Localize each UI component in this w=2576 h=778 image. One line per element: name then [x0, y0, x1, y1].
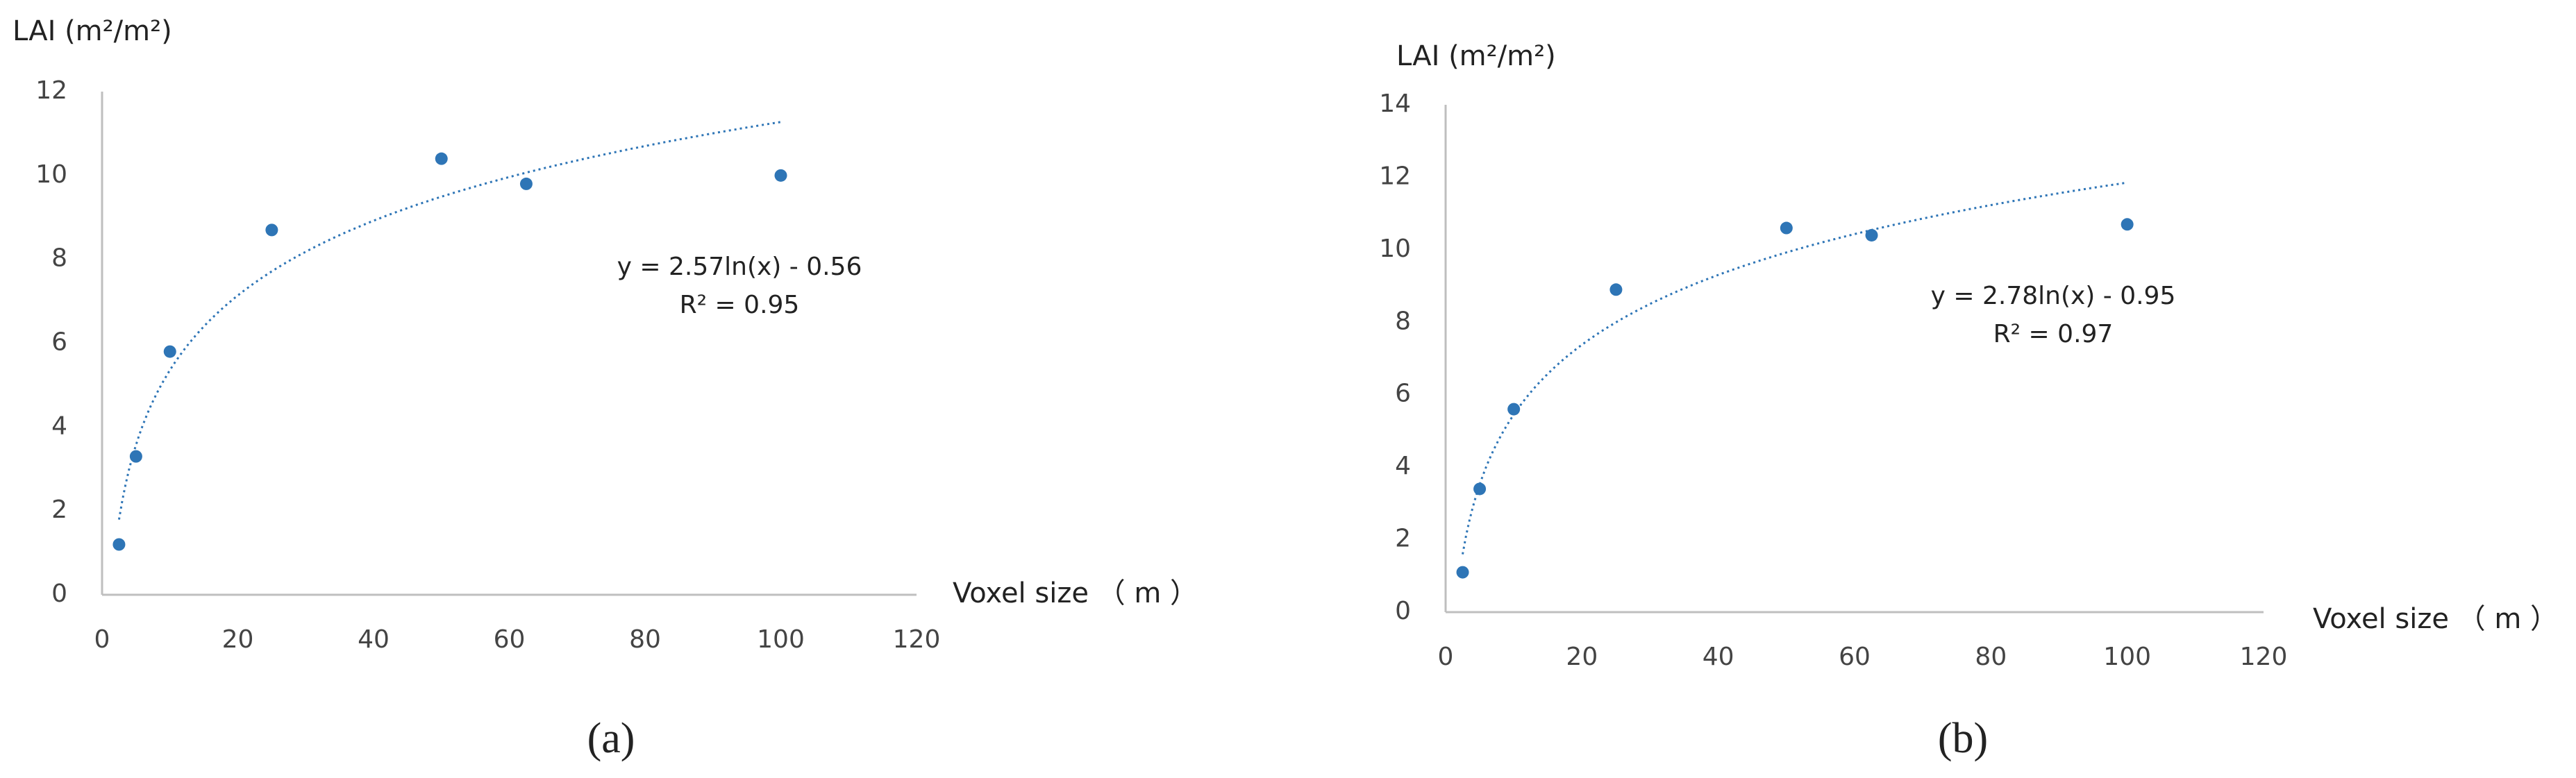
point: [1456, 566, 1469, 579]
trendline: [1462, 181, 2127, 555]
y-tick-label: 12: [1379, 162, 1411, 190]
trend-r2: R² = 0.95: [680, 291, 800, 319]
y-tick-label: 10: [35, 160, 67, 189]
y-tick-label: 2: [51, 496, 67, 524]
x-tick-label: 20: [1566, 643, 1598, 671]
x-axis-title: Voxel size （ m ）: [953, 577, 1198, 609]
trend-equation: y = 2.78ln(x) - 0.95: [1931, 282, 2176, 310]
y-tick-label: 8: [1395, 307, 1411, 335]
x-tick-label: 60: [494, 625, 526, 654]
point: [519, 177, 533, 190]
y-tick-label: 6: [51, 328, 67, 357]
x-tick-label: 60: [1839, 643, 1871, 671]
y-tick-label: 8: [51, 244, 67, 273]
y-tick-label: 4: [51, 412, 67, 440]
x-tick-label: 120: [2240, 643, 2288, 671]
point: [112, 538, 126, 551]
y-tick-label: 6: [1395, 380, 1411, 408]
point: [774, 169, 787, 182]
point: [129, 450, 142, 463]
x-tick-label: 100: [2103, 643, 2151, 671]
trend-equation: y = 2.57ln(x) - 0.56: [617, 253, 862, 281]
x-tick-label: 80: [1975, 643, 2007, 671]
y-tick-label: 2: [1395, 525, 1411, 553]
x-tick-label: 40: [358, 625, 390, 654]
x-tick-label: 20: [222, 625, 254, 654]
y-axis-title: LAI (m²/m²): [1396, 40, 1556, 72]
point: [1780, 221, 1793, 235]
point: [1507, 403, 1521, 416]
point: [1473, 482, 1487, 496]
y-tick-label: 10: [1379, 235, 1411, 263]
x-tick-label: 120: [893, 625, 941, 654]
trendline: [117, 121, 781, 520]
point: [163, 345, 176, 358]
x-tick-label: 0: [94, 625, 110, 654]
y-tick-label: 0: [51, 580, 67, 608]
y-tick-label: 0: [1395, 597, 1411, 625]
point: [1609, 283, 1623, 296]
point: [435, 152, 448, 165]
y-axis-title: LAI (m²/m²): [12, 15, 172, 47]
y-tick-label: 14: [1379, 90, 1411, 118]
y-tick-label: 12: [35, 76, 67, 105]
x-tick-label: 100: [757, 625, 805, 654]
x-tick-label: 0: [1438, 643, 1454, 671]
point: [1865, 228, 1878, 242]
x-tick-label: 40: [1703, 643, 1734, 671]
y-tick-label: 4: [1395, 452, 1411, 480]
x-tick-label: 80: [629, 625, 661, 654]
point: [2121, 218, 2134, 231]
caption: (b): [1938, 715, 1988, 762]
caption: (a): [587, 715, 635, 762]
point: [265, 223, 278, 237]
x-axis-title: Voxel size （ m ）: [2313, 603, 2558, 635]
trend-r2: R² = 0.97: [1993, 320, 2114, 348]
